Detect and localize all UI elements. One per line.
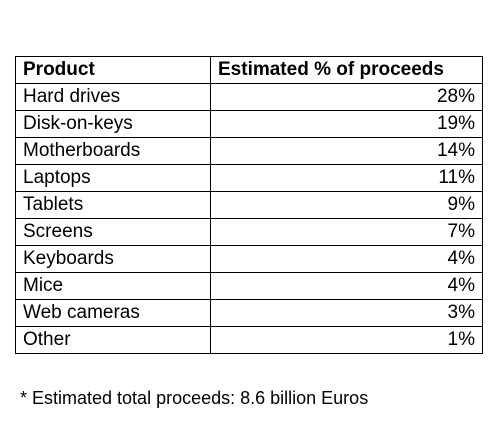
footnote: * Estimated total proceeds: 8.6 billion … <box>20 388 369 408</box>
table-row: Tablets 9% <box>15 191 483 219</box>
percent-cell: 9% <box>210 191 483 219</box>
percent-cell: 4% <box>210 272 483 300</box>
column-header-estimated-percent: Estimated % of proceeds <box>210 56 483 84</box>
percent-cell: 19% <box>210 110 483 138</box>
product-cell: Web cameras <box>15 299 211 327</box>
percent-cell: 14% <box>210 137 483 165</box>
table-row: Web cameras 3% <box>15 299 483 327</box>
product-cell: Screens <box>15 218 211 246</box>
product-cell: Tablets <box>15 191 211 219</box>
table-row: Mice 4% <box>15 272 483 300</box>
table-row: Screens 7% <box>15 218 483 246</box>
proceeds-table: Product Estimated % of proceeds Hard dri… <box>15 56 483 354</box>
product-cell: Laptops <box>15 164 211 192</box>
table-row: Hard drives 28% <box>15 83 483 111</box>
table-row: Laptops 11% <box>15 164 483 192</box>
percent-cell: 7% <box>210 218 483 246</box>
percent-cell: 1% <box>210 326 483 354</box>
product-cell: Mice <box>15 272 211 300</box>
product-cell: Other <box>15 326 211 354</box>
percent-cell: 28% <box>210 83 483 111</box>
table-header-row: Product Estimated % of proceeds <box>15 56 483 84</box>
table-row: Disk-on-keys 19% <box>15 110 483 138</box>
product-cell: Hard drives <box>15 83 211 111</box>
product-cell: Keyboards <box>15 245 211 273</box>
column-header-product: Product <box>15 56 211 84</box>
product-cell: Disk-on-keys <box>15 110 211 138</box>
table-row: Other 1% <box>15 326 483 354</box>
percent-cell: 11% <box>210 164 483 192</box>
product-cell: Motherboards <box>15 137 211 165</box>
percent-cell: 4% <box>210 245 483 273</box>
table-row: Motherboards 14% <box>15 137 483 165</box>
table-row: Keyboards 4% <box>15 245 483 273</box>
percent-cell: 3% <box>210 299 483 327</box>
